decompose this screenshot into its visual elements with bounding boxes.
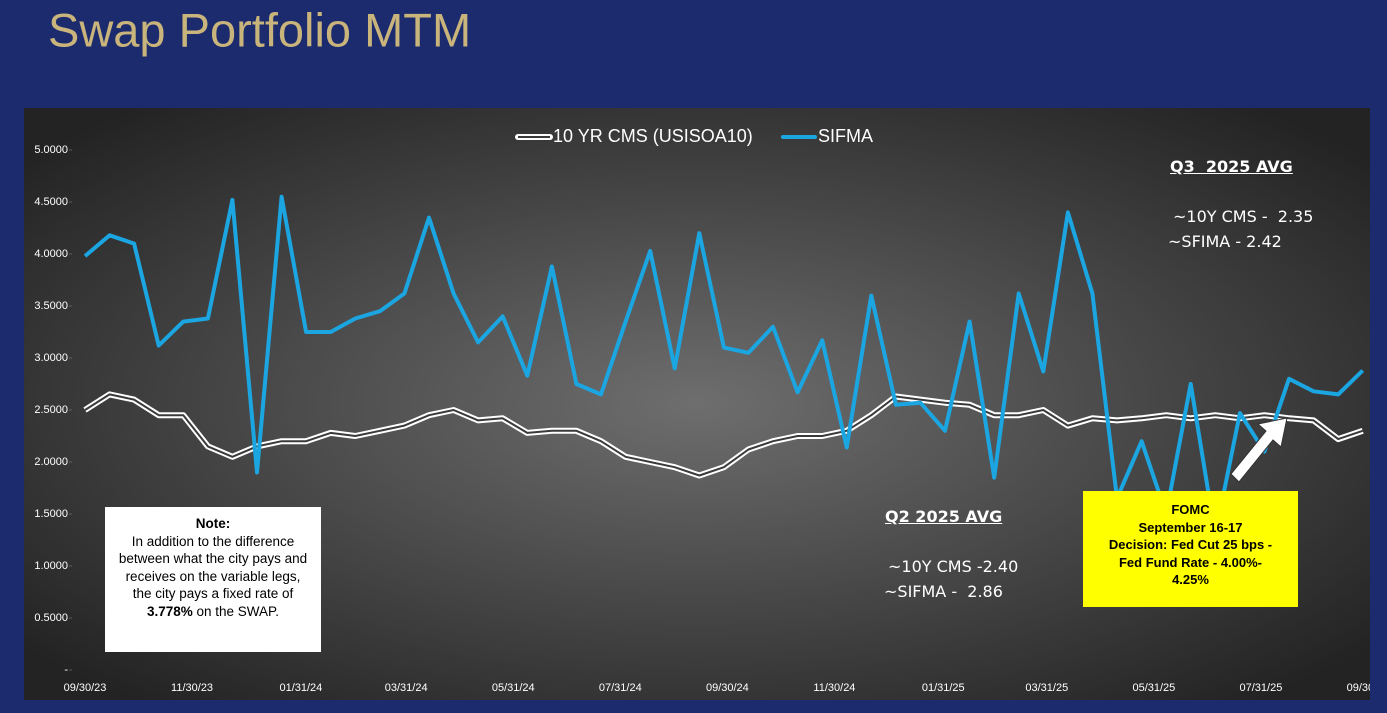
line-core [84,393,1364,477]
fomc-line: Decision: Fed Cut 25 bps - [1108,537,1273,552]
legend-label: SIFMA [818,126,873,146]
y-tick-label: 4.5000 [34,196,68,208]
x-tick-label: 09/30/24 [706,682,749,694]
fomc-line: September 16-17 [1138,519,1243,535]
plot-area: 09/30/23 11/30/23 01/31/24 03/31/24 05/31/24… [64,194,1387,694]
x-tick-label: 01/31/25 [922,682,965,694]
y-tick-label: 3.0000 [34,352,68,364]
y-tick-label: 2.5000 [34,404,68,416]
note-text: In addition to the difference between wh… [118,533,308,602]
y-tick-label: 5.0000 [34,144,68,156]
x-tick-label: 03/31/24 [385,682,428,694]
x-tick-label: 03/31/25 [1025,682,1068,694]
q3-cms: ~10Y CMS - 2.35 [1173,207,1314,226]
y-tick-label: 4.0000 [34,248,68,260]
q3-sifma: ~SFIMA - 2.42 [1168,232,1282,251]
line [83,194,1365,537]
x-tick-label: 09/30/25 [1347,682,1387,694]
fomc-line: Fed Fund Rate - 4.00%- [1118,554,1263,570]
x-tick-label: 05/31/24 [492,682,535,694]
fomc-line: 4.25% [1172,572,1209,587]
y-tick-label: 1.0000 [34,560,68,572]
fomc-line: FOMC [1171,502,1210,517]
y-tick-label: 3.5000 [34,300,68,312]
y-tick-label: - [64,664,68,676]
y-tick-label: 0.5000 [34,612,68,624]
fomc-box: FOMC September 16-17 Decision: Fed Cut 25 … [1083,491,1298,607]
note-text-end: on the SWAP. [196,603,280,619]
x-tick-label: 09/30/23 [64,682,107,694]
note-box: Note: In addition to the difference betw… [105,507,321,652]
x-tick-label: 05/31/25 [1132,682,1175,694]
chart-title: Swap Portfolio MTM [48,3,471,56]
x-tick-label: 07/31/25 [1240,682,1283,694]
q2-title: Q2 2025 AVG [885,507,1003,526]
y-tick-label: 2.0000 [34,456,68,468]
q2-sifma: ~SIFMA - 2.86 [884,582,1003,601]
legend-label: 10 YR CMS (USISOA10) [553,126,753,146]
x-tick-label: 11/30/23 [171,682,213,694]
q3-title: Q3 2025 AVG [1170,157,1293,176]
arrow [1230,417,1288,483]
y-tick-label: 1.5000 [34,508,68,520]
x-tick-label: 07/31/24 [599,682,642,694]
x-tick-label: 01/31/24 [279,682,322,694]
note-rate: 3.778% [146,603,193,619]
x-tick-label: 11/30/24 [813,682,855,694]
note-title: Note: [195,516,231,531]
q2-cms: ~10Y CMS -2.40 [888,557,1019,576]
